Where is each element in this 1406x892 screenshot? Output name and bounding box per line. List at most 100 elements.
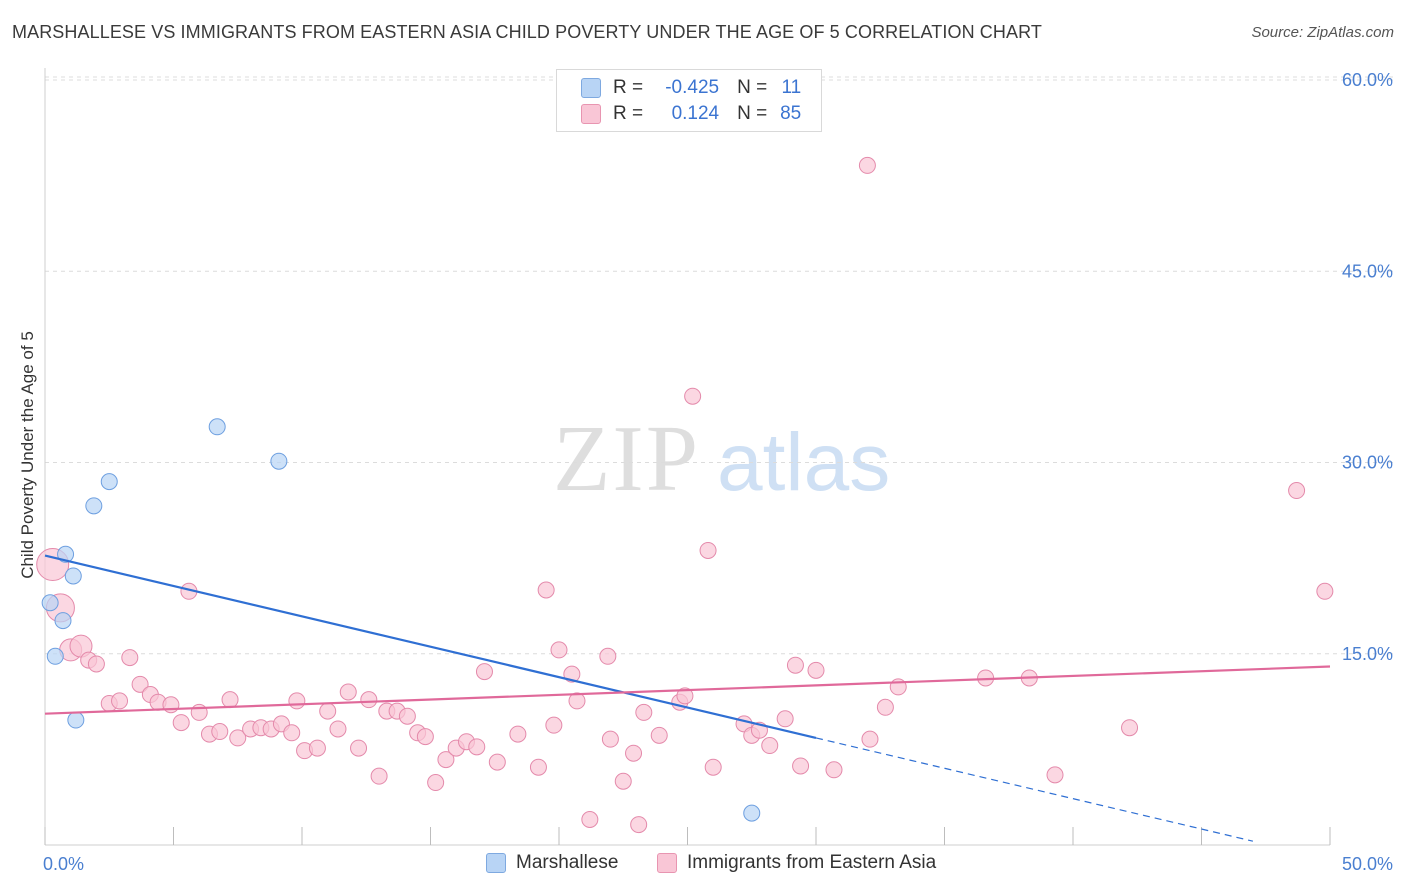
- data-points: [36, 156, 1334, 834]
- bottom-legend-marshallese: Marshallese: [486, 852, 618, 874]
- eastern-asia-point: [111, 692, 129, 710]
- marshallese-trend-extension: [815, 737, 1254, 842]
- eastern-asia-point: [360, 691, 378, 709]
- eastern-asia-point: [550, 641, 568, 659]
- eastern-asia-point: [416, 728, 434, 746]
- eastern-asia-point: [350, 739, 368, 757]
- marshallese-point: [64, 567, 82, 585]
- marshallese-point: [41, 594, 59, 612]
- y-axis-label: Child Poverty Under the Age of 5: [18, 331, 37, 579]
- eastern-asia-point: [398, 707, 416, 725]
- legend-r-label: R =: [613, 77, 644, 98]
- eastern-asia-point: [545, 716, 563, 734]
- eastern-asia-point: [786, 656, 804, 674]
- legend-n-label: N =: [737, 77, 768, 98]
- bottom-legend-eastern-asia: Immigrants from Eastern Asia: [657, 852, 936, 874]
- eastern-asia-point: [221, 691, 239, 709]
- eastern-asia-point: [676, 687, 694, 705]
- eastern-asia-point: [625, 744, 643, 762]
- marshallese-point: [100, 473, 118, 491]
- eastern-asia-point: [761, 737, 779, 755]
- eastern-asia-point: [131, 675, 149, 693]
- eastern-asia-point: [581, 811, 599, 828]
- legend-r-value: -0.425: [665, 77, 720, 98]
- eastern-asia-point: [650, 726, 668, 744]
- legend-n-value: 85: [780, 103, 802, 124]
- eastern-asia-point: [339, 683, 357, 701]
- axes: [44, 68, 1331, 846]
- eastern-asia-point: [776, 710, 794, 728]
- eastern-asia-point: [529, 758, 547, 776]
- eastern-asia-point: [211, 723, 229, 741]
- grid-lines: [45, 76, 1395, 655]
- eastern-asia-point: [825, 761, 843, 779]
- y-tick-label: 60.0%: [1342, 70, 1393, 90]
- legend-r-label: R =: [613, 103, 644, 124]
- eastern-asia-point: [87, 655, 105, 673]
- marshallese-point: [85, 497, 103, 515]
- legend-row-marshallese: R = -0.425 N = 11: [581, 75, 801, 101]
- eastern-asia-point: [1121, 719, 1139, 737]
- eastern-asia-point: [437, 751, 455, 769]
- y-tick-label: 15.0%: [1342, 644, 1393, 664]
- marshallese-point: [270, 452, 288, 470]
- legend-swatch-marshallese: [581, 78, 601, 98]
- marshallese-point: [57, 545, 75, 563]
- marshallese-point: [67, 711, 85, 729]
- eastern-asia-point: [488, 753, 506, 771]
- eastern-asia-point: [861, 730, 879, 748]
- legend-n-label: N =: [737, 103, 768, 124]
- eastern-asia-point: [599, 647, 617, 665]
- eastern-asia-point: [1288, 482, 1306, 500]
- watermark: ZIP atlas: [553, 407, 890, 511]
- y-tick-label: 30.0%: [1342, 453, 1393, 473]
- bottom-legend-swatch-eastern-asia: [657, 853, 677, 873]
- eastern-asia-point: [370, 767, 388, 785]
- eastern-asia-point: [537, 581, 555, 599]
- marshallese-point: [743, 804, 761, 822]
- eastern-asia-point: [329, 720, 347, 738]
- bottom-legend-label-marshallese: Marshallese: [516, 852, 619, 873]
- eastern-asia-point: [635, 703, 653, 721]
- legend-swatch-eastern-asia: [581, 104, 601, 124]
- legend-n-value: 11: [781, 77, 802, 98]
- eastern-asia-point: [468, 738, 486, 756]
- eastern-asia-trend-line: [44, 665, 1331, 715]
- eastern-asia-point: [319, 702, 337, 720]
- bottom-legend-swatch-marshallese: [486, 853, 506, 873]
- legend-row-eastern-asia: R = 0.124 N = 85: [581, 101, 801, 127]
- eastern-asia-point: [1316, 582, 1334, 600]
- eastern-asia-point: [568, 692, 586, 710]
- eastern-asia-point: [858, 156, 876, 174]
- eastern-asia-point: [288, 692, 306, 710]
- tick-labels: 15.0% 30.0% 45.0% 60.0% 0.0% 50.0%: [43, 70, 1393, 874]
- eastern-asia-point: [172, 714, 190, 732]
- eastern-asia-point: [684, 387, 702, 405]
- x-tick-label: 0.0%: [43, 854, 84, 874]
- marshallese-point: [54, 612, 72, 630]
- eastern-asia-point: [509, 725, 527, 743]
- watermark-zip: ZIP: [553, 407, 700, 511]
- bottom-legend-label-eastern-asia: Immigrants from Eastern Asia: [687, 852, 937, 873]
- chart-title: MARSHALLESE VS IMMIGRANTS FROM EASTERN A…: [12, 22, 1042, 42]
- source-label: Source: ZipAtlas.com: [1251, 24, 1394, 41]
- x-tick-label: 50.0%: [1342, 854, 1393, 874]
- marshallese-trend-line: [44, 554, 817, 739]
- eastern-asia-point: [308, 739, 326, 757]
- eastern-asia-point: [630, 816, 648, 834]
- eastern-asia-point: [229, 729, 247, 747]
- eastern-asia-point: [121, 649, 139, 667]
- eastern-asia-point: [614, 772, 632, 790]
- marshallese-point: [208, 418, 226, 436]
- eastern-asia-point: [807, 661, 825, 679]
- eastern-asia-point: [427, 774, 445, 792]
- y-tick-label: 45.0%: [1342, 261, 1393, 281]
- eastern-asia-point: [1046, 766, 1064, 784]
- eastern-asia-point: [876, 698, 894, 716]
- eastern-asia-point: [475, 663, 493, 681]
- legend-r-value: 0.124: [671, 103, 720, 124]
- eastern-asia-point: [704, 758, 722, 776]
- marshallese-point: [46, 647, 64, 665]
- legend: R = -0.425 N = 11 R = 0.124 N = 85: [556, 69, 822, 132]
